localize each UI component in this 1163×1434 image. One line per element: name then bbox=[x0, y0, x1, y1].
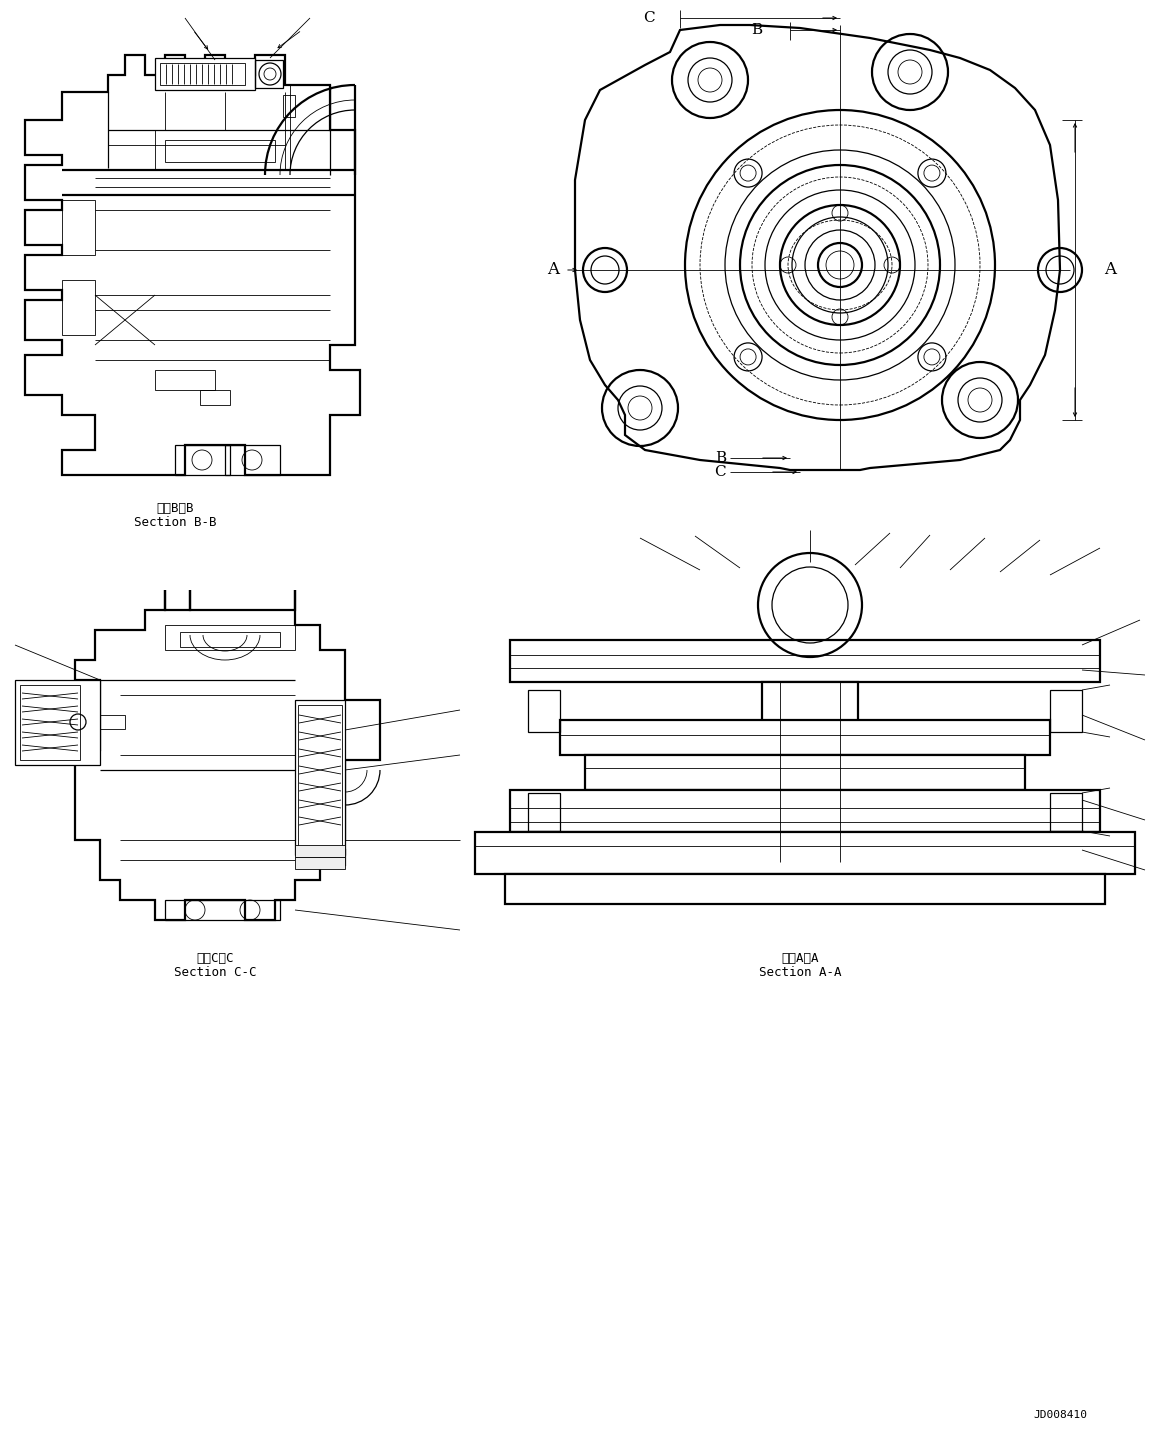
Bar bbox=[180, 632, 280, 647]
Bar bbox=[100, 716, 124, 728]
Polygon shape bbox=[24, 54, 361, 475]
Bar bbox=[15, 680, 100, 764]
Bar bbox=[298, 706, 342, 850]
Bar bbox=[62, 199, 95, 255]
Bar bbox=[561, 720, 1050, 754]
Bar bbox=[295, 858, 345, 869]
Text: Section A-A: Section A-A bbox=[758, 967, 841, 979]
Text: A: A bbox=[547, 261, 559, 278]
Text: A: A bbox=[1104, 261, 1116, 278]
Text: B: B bbox=[751, 23, 762, 37]
Bar bbox=[224, 445, 280, 475]
Bar bbox=[528, 793, 561, 830]
Bar bbox=[1050, 690, 1082, 731]
Text: Section C-C: Section C-C bbox=[173, 967, 256, 979]
Bar bbox=[255, 60, 283, 87]
Bar bbox=[475, 832, 1135, 873]
Bar bbox=[155, 370, 215, 390]
Bar bbox=[295, 845, 345, 858]
Text: C: C bbox=[643, 11, 655, 24]
Bar bbox=[283, 95, 295, 118]
Text: Section B-B: Section B-B bbox=[134, 515, 216, 529]
Bar bbox=[165, 141, 274, 162]
Bar bbox=[762, 683, 858, 862]
Text: 断面B－B: 断面B－B bbox=[156, 502, 194, 515]
Bar bbox=[20, 685, 80, 760]
Bar bbox=[505, 873, 1105, 903]
Bar bbox=[585, 754, 1025, 790]
Bar bbox=[174, 445, 230, 475]
Bar bbox=[295, 700, 345, 855]
Polygon shape bbox=[575, 24, 1059, 470]
Bar bbox=[200, 390, 230, 404]
Bar bbox=[511, 790, 1100, 832]
Polygon shape bbox=[74, 589, 380, 921]
Bar bbox=[62, 280, 95, 336]
Text: C: C bbox=[714, 465, 726, 479]
Text: B: B bbox=[715, 452, 726, 465]
Bar bbox=[511, 640, 1100, 683]
Bar bbox=[165, 625, 295, 650]
Bar bbox=[165, 901, 280, 921]
Bar bbox=[1050, 793, 1082, 830]
Text: JD008410: JD008410 bbox=[1033, 1410, 1087, 1420]
Text: 断面A－A: 断面A－A bbox=[782, 952, 819, 965]
Bar bbox=[155, 57, 255, 90]
Bar bbox=[160, 63, 245, 85]
Text: 断面C－C: 断面C－C bbox=[197, 952, 234, 965]
Bar bbox=[528, 690, 561, 731]
Bar bbox=[155, 130, 285, 171]
